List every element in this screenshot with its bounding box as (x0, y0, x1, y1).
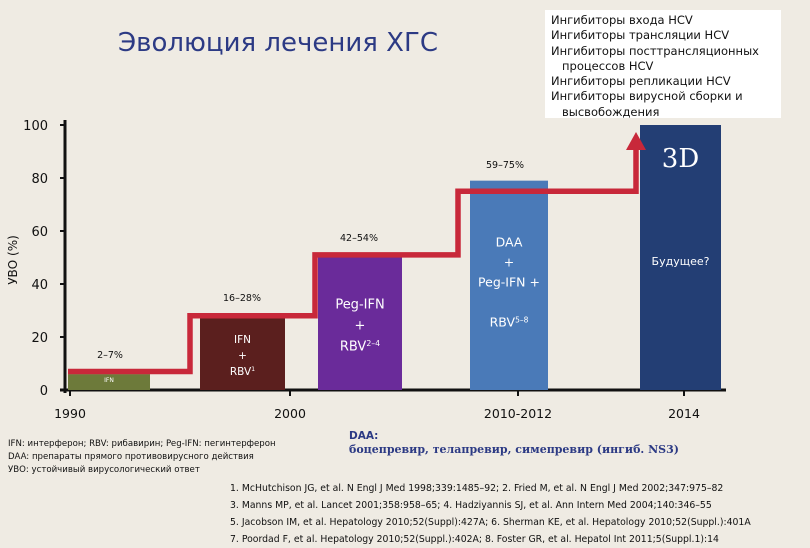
svr-range-label: 16–28% (223, 293, 261, 304)
svr-bar-chart: 0 20 40 60 80 100 УВО (%) 1990 2000 2010-2012 2014… (6, 119, 726, 421)
y-tick-label: 20 (31, 331, 48, 346)
bar-label-superscript: 5–8 (515, 315, 529, 324)
y-tick-label: 80 (31, 172, 48, 187)
bar-label-superscript: 2–4 (366, 339, 380, 348)
bar-label: + (355, 319, 366, 334)
bar-label: Peg-IFN (335, 298, 384, 313)
daa-class-item: Ингибиторы посттрансляционных (551, 43, 759, 58)
bar (318, 257, 402, 390)
bar-label: + (504, 255, 514, 270)
bar (68, 374, 150, 390)
y-tick-label: 60 (31, 225, 48, 240)
x-tick-label: 2000 (274, 406, 306, 421)
daa-note: DAA: боцепревир, телапревир, симепревир … (349, 430, 749, 456)
bar-label: Будущее? (652, 255, 710, 268)
y-axis-label: УВО (%) (6, 235, 20, 285)
abbreviation-line: IFN: интерферон; RBV: рибавирин; Peg-IFN… (8, 439, 276, 449)
svr-range-label: 2–7% (97, 350, 123, 361)
bar-label: IFN (104, 377, 114, 384)
svr-range-label: 42–54% (340, 233, 378, 244)
bar-badge-3d: 3D (662, 144, 699, 174)
bar (470, 180, 548, 390)
reference-line: 3. Manns MP, et al. Lancet 2001;358:958–… (230, 500, 712, 511)
x-tick-label: 2010-2012 (484, 406, 552, 421)
daa-class-item: Ингибиторы вирусной сборки и (551, 89, 743, 104)
bar-label: RBV1 (230, 366, 255, 378)
x-tick-label: 1990 (54, 406, 86, 421)
daa-class-item: Ингибиторы входа HCV (551, 13, 693, 27)
abbreviation-line: УВО: устойчивый вирусологический ответ (8, 465, 200, 475)
bar (640, 125, 721, 390)
reference-line: 1. McHutchison JG, et al. N Engl J Med 1… (230, 483, 724, 494)
daa-class-item: высвобождения (562, 104, 660, 119)
bar-label: Peg-IFN + (478, 275, 540, 290)
x-tick-label: 2014 (668, 406, 700, 421)
bar-label-superscript: 1 (251, 366, 255, 373)
y-tick-label: 100 (23, 119, 48, 134)
daa-class-item: Ингибиторы трансляции HCV (551, 28, 730, 43)
daa-class-item: Ингибиторы репликации HCV (551, 74, 731, 89)
bar-label: + (238, 350, 247, 362)
daa-classes-box: Ингибиторы входа HCV Ингибиторы трансляц… (545, 10, 781, 119)
daa-note-body: боцепревир, телапревир, симепревир (инги… (349, 443, 679, 456)
y-tick-label: 40 (31, 278, 48, 293)
abbreviation-line: DAA: препараты прямого противовирусного … (8, 452, 254, 462)
daa-class-item: процессов HCV (562, 58, 654, 73)
step-arrow-head (626, 132, 646, 150)
bar-label: DAA (496, 235, 523, 250)
reference-line: 5. Jacobson IM, et al. Hepatology 2010;5… (230, 517, 751, 528)
svr-range-label: 59–75% (486, 160, 524, 171)
references: 1. McHutchison JG, et al. N Engl J Med 1… (230, 480, 805, 548)
bar-label: IFN (234, 334, 251, 346)
y-tick-label: 0 (40, 384, 48, 399)
bar (200, 315, 285, 390)
svr-step-line (68, 147, 639, 375)
daa-note-heading: DAA: (349, 430, 379, 442)
page-title: Эволюция лечения ХГС (118, 28, 438, 58)
abbreviations: IFN: интерферон; RBV: рибавирин; Peg-IFN… (8, 438, 338, 477)
